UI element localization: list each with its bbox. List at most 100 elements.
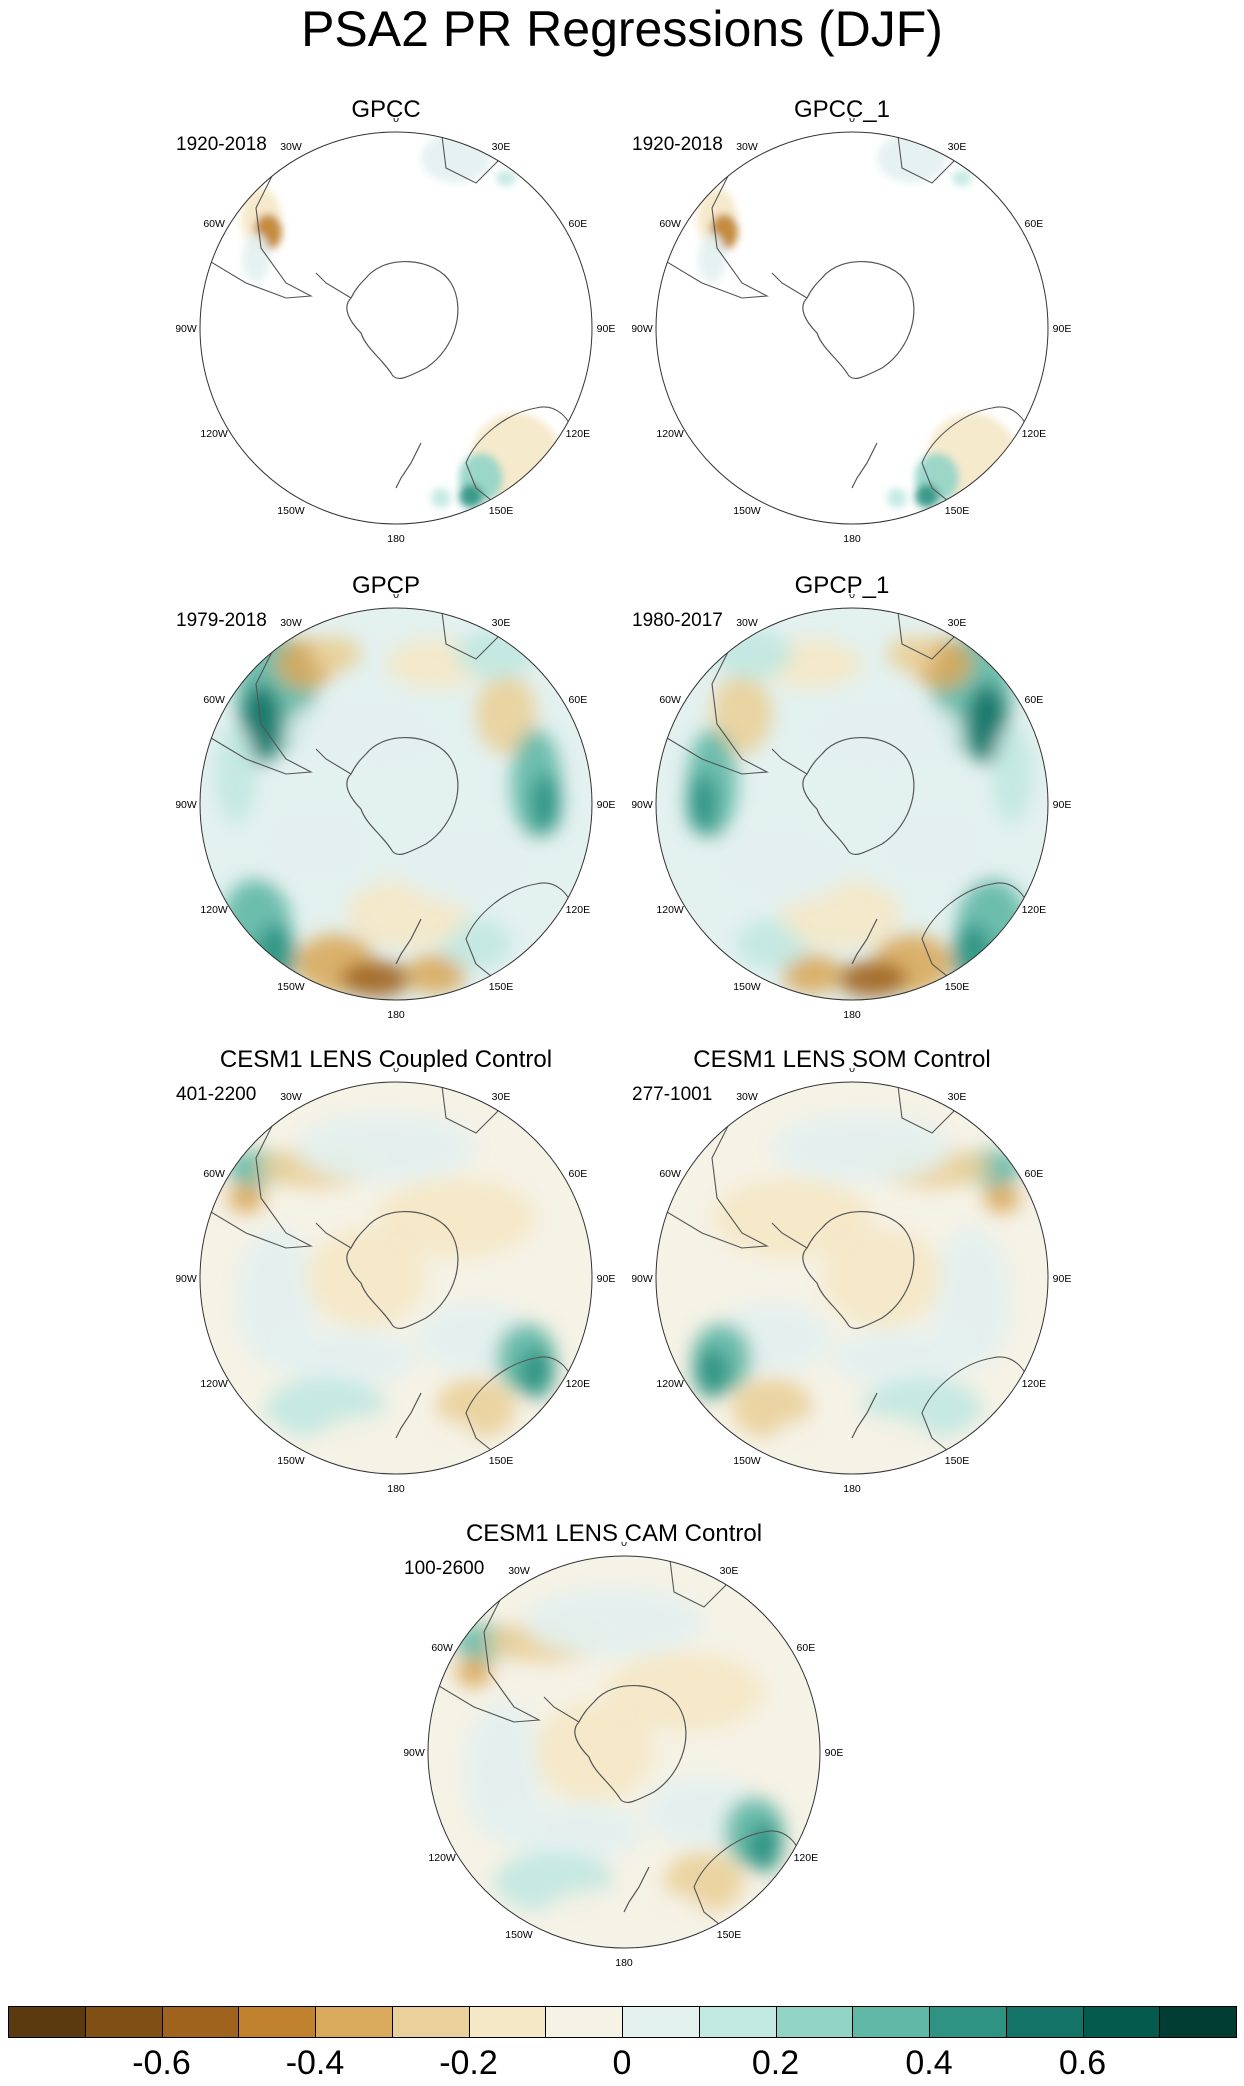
longitude-label: 180 [615,1957,633,1969]
panel-gpcc: GPCC 1920-2018 0 30E 60E 90E 120E 150E 180 150W 12… [176,96,615,546]
longitude-label: 150E [717,1929,742,1941]
anomaly-region [932,1228,1012,1368]
anomaly-region [441,919,511,969]
longitude-label: 120W [200,428,228,440]
panel-period: 1980-2017 [632,610,723,631]
longitude-label: 90W [176,323,197,335]
anomaly-region [421,133,491,183]
anomaly-region [311,636,361,672]
panel-title: GPCC_1 [793,96,891,123]
longitude-label: 60W [659,1168,681,1180]
colorbar-box [468,2006,547,2038]
anomaly-region [952,924,992,984]
longitude-label: 90W [176,799,197,811]
longitude-label: 120E [566,904,591,916]
colorbar-box [852,2006,930,2038]
longitude-label: 150E [489,1455,514,1467]
panel-period: 1979-2018 [176,610,267,631]
longitude-label: 120E [1022,904,1047,916]
longitude-label: 120E [794,1852,819,1864]
longitude-label: 150W [505,1929,533,1941]
longitude-label: 150E [489,505,514,517]
map-border [199,131,593,525]
longitude-label: 120E [1022,428,1047,440]
panel-period: 1920-2018 [632,134,723,155]
peninsula-outline [315,272,352,299]
colorbar [8,2006,1237,2040]
longitude-label: 90E [1053,799,1072,811]
colorbar-box [622,2006,700,2038]
map-border [427,1555,821,1949]
longitude-label: 30W [736,1091,758,1103]
longitude-label: 150W [277,981,305,993]
longitude-label: 150W [733,505,761,517]
new-zealand-outline [395,1392,422,1439]
longitude-label: 60W [203,1168,225,1180]
longitude-label: 30E [948,617,967,629]
longitude-label: 0 [849,594,855,601]
anomaly-region [504,1802,644,1862]
panel-gpcc1: GPCC_1 1920-2018 0 30E 60E 90E 120E 150E 180 150W… [632,96,1071,546]
longitude-label: 30E [948,1091,967,1103]
panel-coupled-control: CESM1 LENS Coupled Control 401-2200 0 30E 60… [176,1046,615,1496]
anomaly-region [531,774,561,834]
south-america-outline [656,167,769,299]
panel-period: 401-2200 [176,1084,257,1105]
longitude-label: 180 [843,533,861,545]
longitude-label: 150E [945,1455,970,1467]
longitude-label: 120W [656,904,684,916]
anomaly-region [431,488,451,508]
polar-map: 0 30E 60E 90E 120E 150E 180 150W 120W 90W 60W 30W [176,594,615,1021]
south-america-outline [200,167,313,299]
anomaly-region [604,1652,764,1732]
longitude-label: 30E [492,1091,511,1103]
longitude-label: 90E [597,323,616,335]
panel-som-control: CESM1 LENS SOM Control 277-1001 0 30E 60E 90E… [632,1046,1071,1496]
longitude-label: 90E [825,1747,844,1759]
colorbar-tick-label: -0.6 [132,2044,191,2082]
anomaly-region [837,961,907,997]
anomaly-region [242,233,270,283]
anomaly-region [712,824,852,904]
longitude-label: 150W [277,1455,305,1467]
map-border [655,1081,1049,1475]
anomaly-region [406,954,466,994]
panel-title: CESM1 LENS SOM Control [693,1046,991,1073]
new-zealand-outline [851,918,878,965]
anomaly-region [496,170,516,186]
anomaly-region [306,1228,426,1328]
anomaly-region [802,694,962,774]
longitude-label: 150W [733,1455,761,1467]
panel-title: CESM1 LENS Coupled Control [219,1046,553,1073]
peninsula-outline [543,1696,580,1723]
longitude-label: 120W [200,904,228,916]
anomaly-region [518,1348,554,1398]
longitude-label: 30E [492,617,511,629]
anomaly-region [984,1183,1020,1213]
anomaly-region [737,919,807,969]
longitude-label: 150W [733,981,761,993]
longitude-label: 60W [659,218,681,230]
anomaly-region [256,804,376,884]
south-america-outline [656,1117,769,1249]
anomaly-region [832,1328,972,1388]
longitude-label: 0 [393,118,399,125]
longitude-label: 90W [632,323,653,335]
colorbar-box [161,2006,240,2038]
colorbar-box [315,2006,393,2038]
polar-map: 0 30E 60E 90E 120E 150E 180 150W 120W 90W 60W 30W [176,1068,615,1495]
longitude-label: 0 [393,594,399,601]
colorbar-box [84,2006,163,2038]
colorbar-tick-label: 0.4 [905,2044,953,2082]
panel-gpcp1: GPCP_1 1980-2017 0 30E 60E 90E 120E 150E 180 150W… [632,572,1071,1022]
longitude-label: 90E [1053,1273,1072,1285]
colorbar-box [8,2006,86,2038]
colorbar-box [698,2006,777,2038]
anomaly-region [341,961,411,997]
longitude-label: 60W [659,694,681,706]
peninsula-outline [315,1222,352,1249]
longitude-label: 120E [566,428,591,440]
longitude-label: 30E [720,1565,739,1577]
anomaly-region [952,170,972,186]
panel-period: 277-1001 [632,1084,713,1105]
